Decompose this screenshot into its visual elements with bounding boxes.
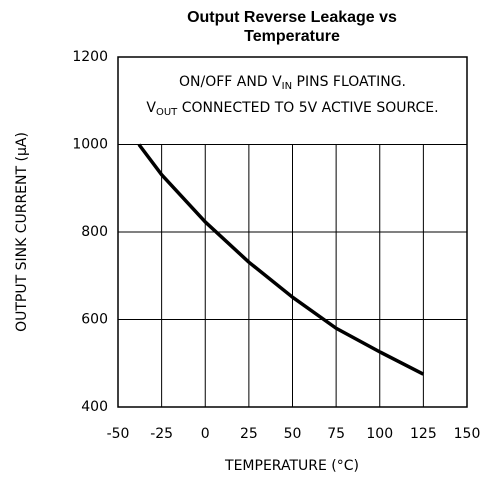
x-tick-label: -50 [107,426,130,442]
y-tick-label: 1200 [72,49,108,65]
y-tick-label: 800 [81,224,108,240]
annotation: VOUT CONNECTED TO 5V ACTIVE SOURCE. [146,100,438,118]
x-tick-label: 75 [327,426,345,442]
x-tick-label: 25 [240,426,258,442]
y-tick-label: 400 [81,399,108,415]
x-tick-label: 0 [201,426,210,442]
x-tick-label: 50 [284,426,302,442]
x-tick-label: 100 [366,426,393,442]
x-tick-label: 125 [410,426,437,442]
annotation-part: IN [282,81,292,92]
annotation-part: CONNECTED TO 5V ACTIVE SOURCE. [177,100,438,116]
x-tick-label: 150 [454,426,481,442]
annotation-part: PINS FLOATING. [292,74,406,90]
chart-title: Output Reverse Leakage vs [187,9,397,26]
annotation-part: ON/OFF AND V [179,74,282,90]
plot-frame [117,56,468,408]
annotation-part: V [146,100,156,116]
x-tick-label: -25 [150,426,173,442]
chart-title: Temperature [244,28,340,45]
annotation: ON/OFF AND VIN PINS FLOATING. [179,74,406,92]
y-axis-label: OUTPUT SINK CURRENT (μA) [14,132,30,332]
annotation-part: OUT [156,107,178,118]
y-tick-label: 1000 [72,137,108,153]
line [137,143,425,376]
y-tick-label: 600 [81,312,108,328]
x-axis-label: TEMPERATURE (°C) [224,458,359,474]
